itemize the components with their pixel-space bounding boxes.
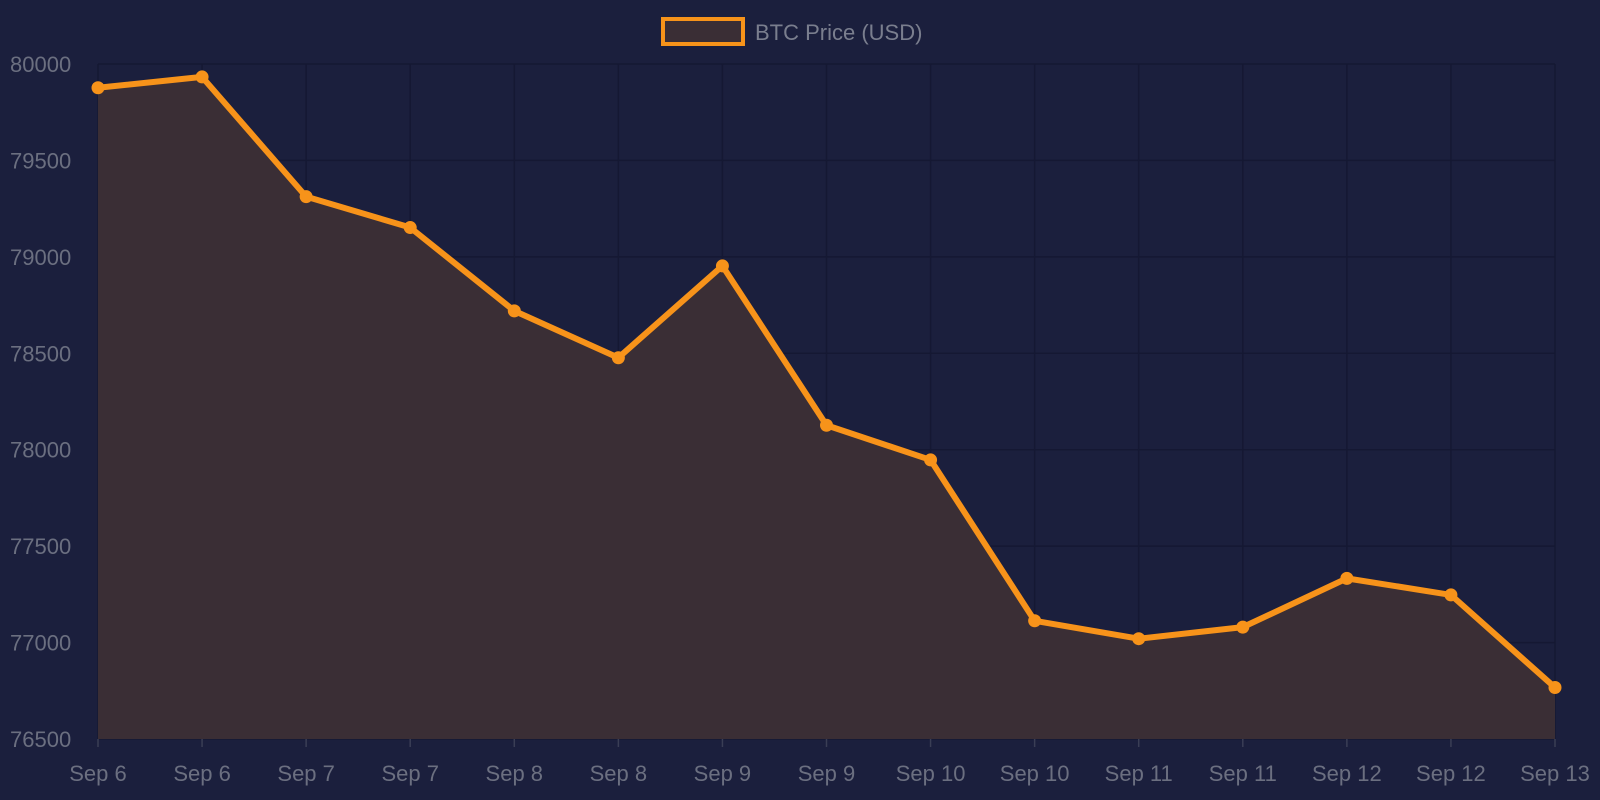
x-tick-label: Sep 7 xyxy=(277,761,335,786)
data-point[interactable] xyxy=(1444,588,1458,602)
data-point[interactable] xyxy=(820,418,833,432)
x-tick-label: Sep 13 xyxy=(1520,761,1590,786)
legend[interactable]: BTC Price (USD) xyxy=(661,17,922,46)
legend-label: BTC Price (USD) xyxy=(755,20,922,45)
data-point[interactable] xyxy=(1028,614,1042,628)
data-point[interactable] xyxy=(924,453,938,467)
x-tick-label: Sep 8 xyxy=(590,761,648,786)
y-tick-label: 77500 xyxy=(10,534,71,559)
area-layer xyxy=(98,76,1555,739)
data-point[interactable] xyxy=(611,351,625,365)
data-point[interactable] xyxy=(1132,632,1146,646)
x-tick-label: Sep 9 xyxy=(798,761,856,786)
x-tick-label: Sep 11 xyxy=(1105,761,1173,786)
y-tick-label: 80000 xyxy=(10,52,71,77)
y-tick-label: 77000 xyxy=(10,631,71,656)
data-point[interactable] xyxy=(195,70,209,84)
data-point[interactable] xyxy=(299,190,313,204)
data-point[interactable] xyxy=(715,259,729,273)
x-tick-label: Sep 6 xyxy=(69,761,127,786)
data-point[interactable] xyxy=(91,81,105,95)
y-tick-label: 78000 xyxy=(10,438,71,463)
y-tick-label: 76500 xyxy=(10,727,71,752)
y-tick-label: 79000 xyxy=(10,245,71,270)
data-point[interactable] xyxy=(507,304,521,318)
y-tick-label: 78500 xyxy=(10,341,71,366)
points-layer xyxy=(91,70,1562,695)
y-axis: 76500 77000 77500 78000 78500 79000 79500 80000 xyxy=(10,52,71,752)
x-tick-label: Sep 11 xyxy=(1209,761,1277,786)
data-point[interactable] xyxy=(1236,620,1250,634)
series-area xyxy=(98,76,1555,739)
data-point[interactable] xyxy=(1340,571,1354,585)
data-point[interactable] xyxy=(403,221,417,235)
x-axis: Sep 6 Sep 6 Sep 7 Sep 7 Sep 8 Sep 8 Sep 9 Sep 9… xyxy=(69,739,1590,786)
x-tick-label: Sep 9 xyxy=(694,761,752,786)
data-point[interactable] xyxy=(1548,681,1562,695)
x-tick-label: Sep 6 xyxy=(173,761,231,786)
x-tick-label: Sep 7 xyxy=(381,761,439,786)
x-tick-label: Sep 8 xyxy=(486,761,544,786)
x-tick-label: Sep 10 xyxy=(1000,761,1070,786)
y-tick-label: 79500 xyxy=(10,148,71,173)
x-tick-label: Sep 12 xyxy=(1312,761,1382,786)
legend-swatch xyxy=(661,17,745,46)
x-tick-label: Sep 10 xyxy=(896,761,966,786)
x-tick-label: Sep 12 xyxy=(1416,761,1486,786)
